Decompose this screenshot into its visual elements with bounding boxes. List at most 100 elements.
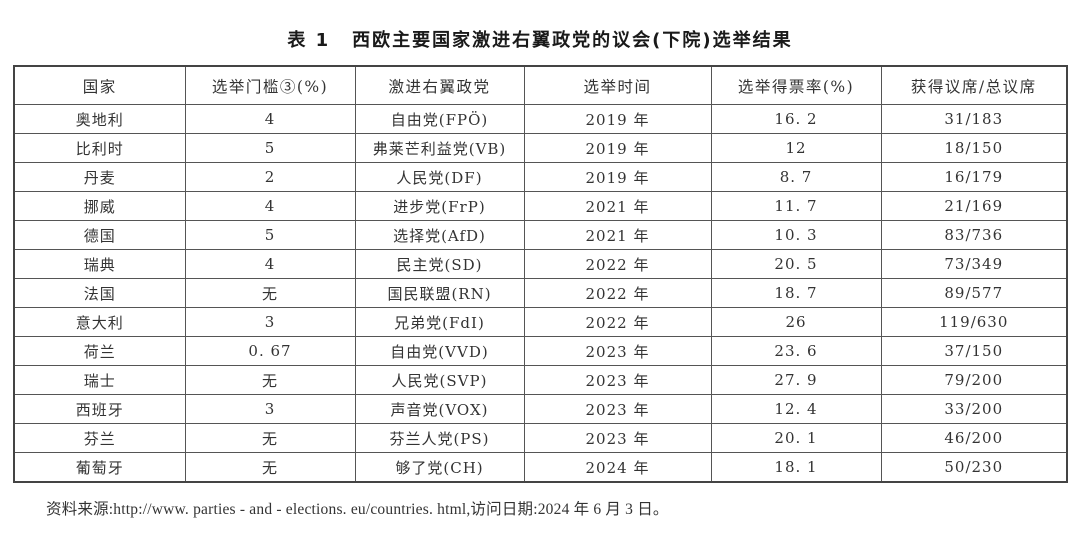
cell-threshold: 3	[184, 307, 356, 337]
cell-party: 弗莱芒利益党(VB)	[354, 133, 525, 163]
cell-country: 意大利	[13, 307, 186, 337]
table-header-row: 国家 选举门槛③(%) 激进右翼政党 选举时间 选举得票率(%) 获得议席/总议…	[13, 65, 1068, 105]
cell-election-date: 2023 年	[523, 336, 712, 366]
cell-election-date: 2021 年	[523, 191, 712, 221]
table-caption: 表 1 西欧主要国家激进右翼政党的议会(下院)选举结果	[0, 26, 1080, 52]
cell-seats: 33/200	[880, 394, 1068, 424]
cell-threshold: 5	[184, 220, 356, 250]
cell-threshold: 2	[184, 162, 356, 192]
header-election-date: 选举时间	[523, 65, 712, 105]
table-row: 意大利 3 兄弟党(FdI) 2022 年 26 119/630	[13, 307, 1068, 337]
cell-party: 自由党(VVD)	[354, 336, 525, 366]
cell-country: 奥地利	[13, 104, 186, 134]
table-row: 瑞典 4 民主党(SD) 2022 年 20. 5 73/349	[13, 249, 1068, 279]
cell-threshold: 3	[184, 394, 356, 424]
cell-election-date: 2019 年	[523, 133, 712, 163]
cell-country: 法国	[13, 278, 186, 308]
cell-party: 声音党(VOX)	[354, 394, 525, 424]
cell-threshold: 无	[184, 452, 356, 483]
cell-seats: 73/349	[880, 249, 1068, 279]
cell-vote-share: 27. 9	[710, 365, 882, 395]
cell-seats: 31/183	[880, 104, 1068, 134]
cell-threshold: 4	[184, 191, 356, 221]
cell-country: 芬兰	[13, 423, 186, 453]
cell-seats: 79/200	[880, 365, 1068, 395]
cell-election-date: 2022 年	[523, 278, 712, 308]
cell-party: 选择党(AfD)	[354, 220, 525, 250]
cell-party: 国民联盟(RN)	[354, 278, 525, 308]
cell-country: 瑞士	[13, 365, 186, 395]
table-row: 芬兰 无 芬兰人党(PS) 2023 年 20. 1 46/200	[13, 423, 1068, 453]
cell-threshold: 无	[184, 365, 356, 395]
table-row: 比利时 5 弗莱芒利益党(VB) 2019 年 12 18/150	[13, 133, 1068, 163]
cell-seats: 21/169	[880, 191, 1068, 221]
cell-vote-share: 20. 5	[710, 249, 882, 279]
cell-country: 瑞典	[13, 249, 186, 279]
cell-election-date: 2022 年	[523, 249, 712, 279]
table-row: 法国 无 国民联盟(RN) 2022 年 18. 7 89/577	[13, 278, 1068, 308]
cell-vote-share: 26	[710, 307, 882, 337]
table-row: 挪威 4 进步党(FrP) 2021 年 11. 7 21/169	[13, 191, 1068, 221]
cell-vote-share: 12. 4	[710, 394, 882, 424]
cell-threshold: 5	[184, 133, 356, 163]
header-vote-share: 选举得票率(%)	[710, 65, 882, 105]
cell-country: 德国	[13, 220, 186, 250]
table-title: 西欧主要国家激进右翼政党的议会(下院)选举结果	[352, 30, 793, 51]
cell-country: 葡萄牙	[13, 452, 186, 483]
cell-vote-share: 12	[710, 133, 882, 163]
table-row: 奥地利 4 自由党(FPÖ) 2019 年 16. 2 31/183	[13, 104, 1068, 134]
cell-seats: 46/200	[880, 423, 1068, 453]
table-row: 丹麦 2 人民党(DF) 2019 年 8. 7 16/179	[13, 162, 1068, 192]
cell-party: 够了党(CH)	[354, 452, 525, 483]
cell-seats: 18/150	[880, 133, 1068, 163]
cell-country: 挪威	[13, 191, 186, 221]
cell-vote-share: 10. 3	[710, 220, 882, 250]
cell-seats: 89/577	[880, 278, 1068, 308]
table-row: 西班牙 3 声音党(VOX) 2023 年 12. 4 33/200	[13, 394, 1068, 424]
cell-country: 荷兰	[13, 336, 186, 366]
cell-vote-share: 18. 1	[710, 452, 882, 483]
cell-election-date: 2019 年	[523, 104, 712, 134]
source-note: 资料来源:http://www. parties - and - electio…	[46, 501, 669, 518]
cell-country: 比利时	[13, 133, 186, 163]
cell-party: 芬兰人党(PS)	[354, 423, 525, 453]
table-row: 德国 5 选择党(AfD) 2021 年 10. 3 83/736	[13, 220, 1068, 250]
cell-vote-share: 8. 7	[710, 162, 882, 192]
table-row: 荷兰 0. 67 自由党(VVD) 2023 年 23. 6 37/150	[13, 336, 1068, 366]
header-party: 激进右翼政党	[354, 65, 525, 105]
cell-country: 西班牙	[13, 394, 186, 424]
cell-seats: 16/179	[880, 162, 1068, 192]
cell-election-date: 2023 年	[523, 365, 712, 395]
cell-vote-share: 11. 7	[710, 191, 882, 221]
cell-party: 人民党(DF)	[354, 162, 525, 192]
cell-vote-share: 20. 1	[710, 423, 882, 453]
cell-seats: 119/630	[880, 307, 1068, 337]
cell-threshold: 0. 67	[184, 336, 356, 366]
cell-election-date: 2023 年	[523, 423, 712, 453]
cell-election-date: 2019 年	[523, 162, 712, 192]
election-results-table: 国家 选举门槛③(%) 激进右翼政党 选举时间 选举得票率(%) 获得议席/总议…	[13, 65, 1068, 483]
header-threshold: 选举门槛③(%)	[184, 65, 356, 105]
cell-threshold: 无	[184, 278, 356, 308]
cell-threshold: 4	[184, 249, 356, 279]
cell-threshold: 无	[184, 423, 356, 453]
cell-party: 人民党(SVP)	[354, 365, 525, 395]
cell-election-date: 2023 年	[523, 394, 712, 424]
cell-seats: 37/150	[880, 336, 1068, 366]
cell-vote-share: 18. 7	[710, 278, 882, 308]
cell-seats: 50/230	[880, 452, 1068, 483]
cell-party: 进步党(FrP)	[354, 191, 525, 221]
cell-seats: 83/736	[880, 220, 1068, 250]
cell-vote-share: 23. 6	[710, 336, 882, 366]
cell-election-date: 2022 年	[523, 307, 712, 337]
table-number: 表 1	[287, 30, 331, 51]
cell-party: 兄弟党(FdI)	[354, 307, 525, 337]
table-row: 瑞士 无 人民党(SVP) 2023 年 27. 9 79/200	[13, 365, 1068, 395]
header-seats: 获得议席/总议席	[880, 65, 1068, 105]
cell-election-date: 2021 年	[523, 220, 712, 250]
table-row: 葡萄牙 无 够了党(CH) 2024 年 18. 1 50/230	[13, 452, 1068, 483]
cell-party: 自由党(FPÖ)	[354, 104, 525, 134]
cell-threshold: 4	[184, 104, 356, 134]
cell-vote-share: 16. 2	[710, 104, 882, 134]
header-country: 国家	[13, 65, 186, 105]
